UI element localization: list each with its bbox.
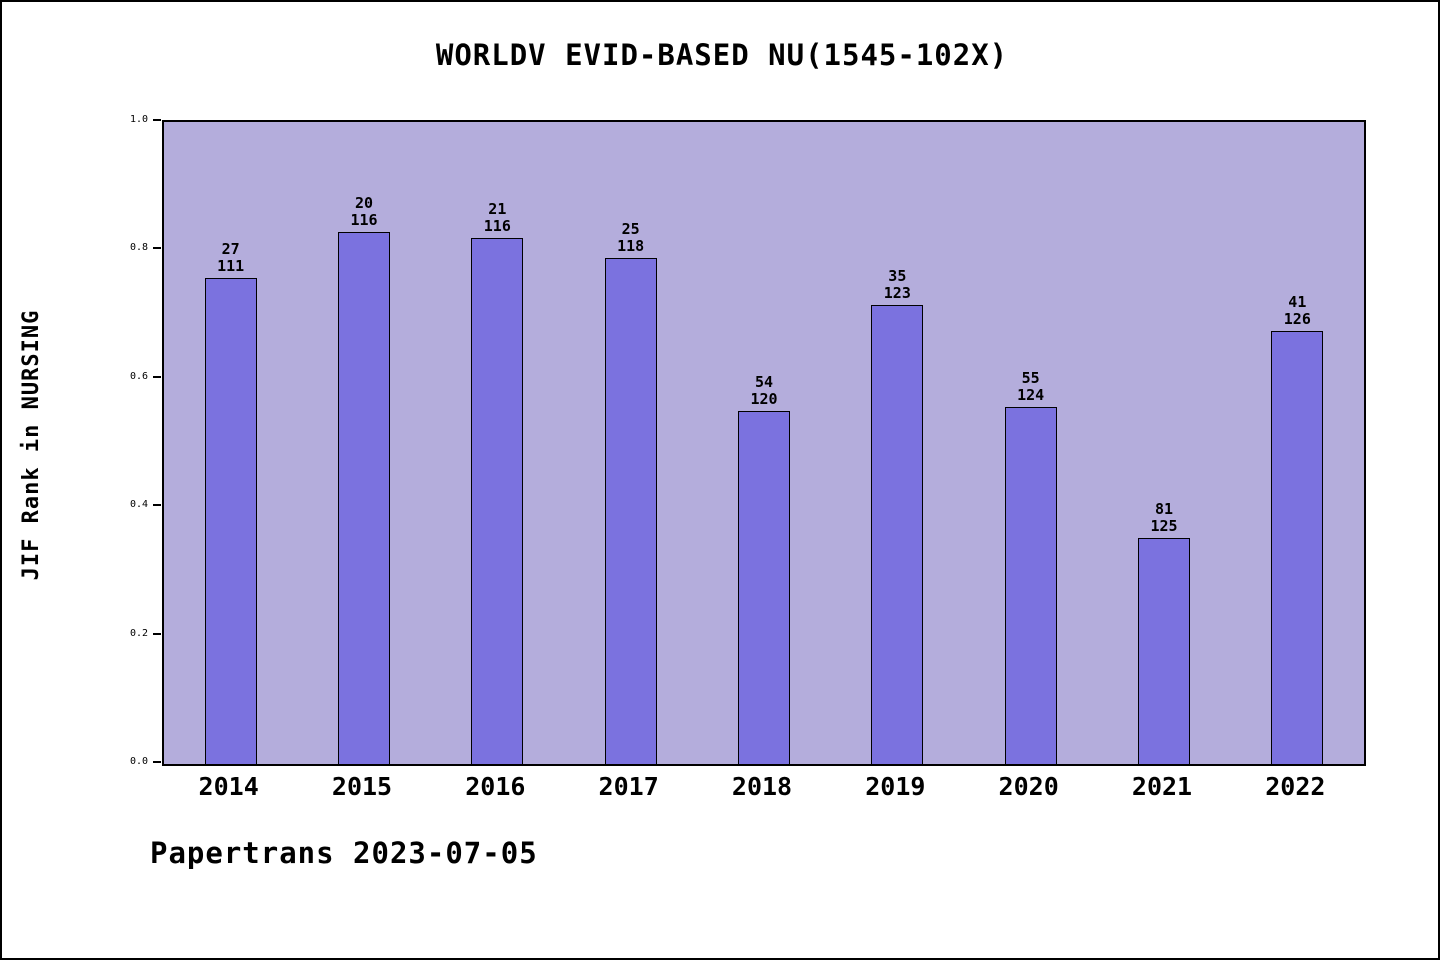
- bar-label-rank: 41: [1288, 293, 1307, 311]
- bar: [204, 278, 257, 764]
- bar: [1271, 331, 1324, 764]
- bar-label-rank: 21: [488, 200, 507, 218]
- bar-label: 21 116: [452, 201, 542, 235]
- bar-label-total: 123: [883, 284, 911, 302]
- y-tick-mark: [153, 119, 161, 121]
- plot-area: 27 111 20 116 21 116 25 118 54 120 35 123 55 124 81 125…: [162, 120, 1366, 766]
- bar: [604, 258, 657, 764]
- bar-label: 55 124: [986, 370, 1076, 404]
- x-tick-label: 2019: [865, 772, 926, 801]
- x-tick-label: 2022: [1265, 772, 1326, 801]
- bar-label-rank: 25: [621, 220, 640, 238]
- x-tick-label: 2016: [465, 772, 526, 801]
- y-tick-mark: [153, 375, 161, 378]
- x-tick-label: 2018: [731, 772, 793, 801]
- y-tick-label: 0.8: [129, 242, 148, 254]
- bar-label-total: 116: [483, 217, 511, 235]
- bar-label-rank: 54: [754, 373, 774, 391]
- bar-label: 25 118: [586, 221, 676, 255]
- x-tick-label: 2021: [1131, 772, 1193, 801]
- chart-title: WORLDV EVID-BASED NU(1545-102X): [435, 38, 1009, 72]
- bar-label-total: 125: [1150, 517, 1178, 535]
- bar-label: 41 126: [1252, 294, 1342, 328]
- x-tick-label: 2020: [998, 772, 1059, 801]
- bar-label-total: 124: [1017, 386, 1045, 404]
- x-tick-label: 2017: [598, 772, 659, 801]
- y-tick-label: 0.2: [129, 627, 148, 639]
- bar-label-total: 120: [750, 390, 778, 408]
- x-tick-label: 2015: [331, 772, 393, 801]
- y-tick-label: 0.6: [129, 370, 148, 382]
- bar: [738, 411, 790, 764]
- bar-label: 27 111: [186, 241, 276, 275]
- bar-label-rank: 20: [354, 194, 374, 212]
- bar-label-total: 116: [350, 211, 378, 229]
- bar: [1004, 407, 1057, 764]
- y-tick-mark: [153, 504, 161, 507]
- bar-label: 35 123: [852, 268, 942, 302]
- bar-label-rank: 27: [221, 240, 240, 258]
- bar-label-total: 118: [617, 237, 645, 255]
- bar-label: 20 116: [319, 195, 409, 229]
- x-tick-label: 2014: [198, 772, 259, 801]
- y-tick-mark: [153, 247, 161, 250]
- bar-label-total: 111: [217, 257, 245, 275]
- bar: [871, 305, 924, 764]
- bar-label-rank: 55: [1021, 369, 1040, 387]
- bar: [338, 232, 390, 764]
- y-axis-title: JIF Rank in NURSING: [19, 309, 44, 581]
- bar-label-rank: 35: [888, 267, 907, 285]
- y-tick-label: 1.0: [129, 114, 148, 125]
- bar-label: 54 120: [719, 374, 809, 408]
- bar: [471, 238, 524, 764]
- bar-label-total: 126: [1283, 310, 1311, 328]
- bar: [1138, 538, 1190, 764]
- y-tick-label: 0.0: [129, 756, 148, 767]
- y-tick-mark: [153, 761, 161, 763]
- bar-label: 81 125: [1119, 501, 1209, 535]
- y-tick-mark: [153, 632, 161, 635]
- footer-text: Papertrans 2023-07-05: [150, 836, 538, 870]
- y-tick-label: 0.4: [129, 499, 148, 511]
- bar-label-rank: 81: [1154, 500, 1174, 518]
